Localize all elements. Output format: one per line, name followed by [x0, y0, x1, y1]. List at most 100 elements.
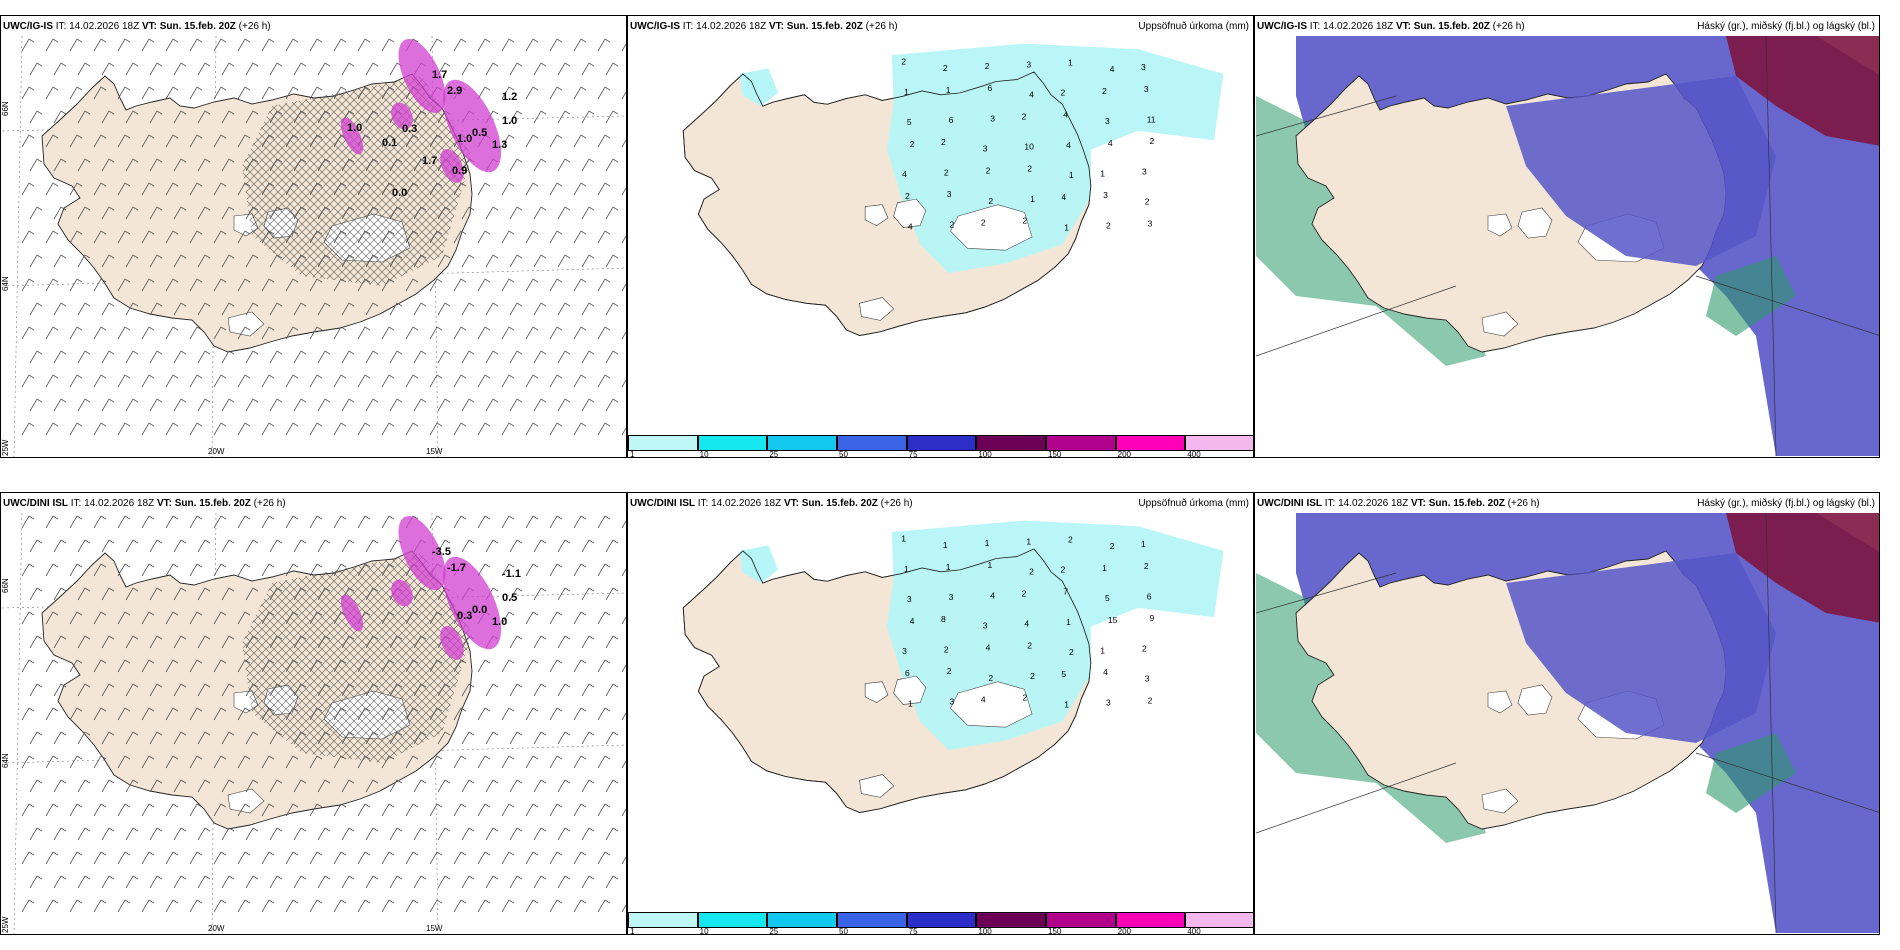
legend-tick: 50 [839, 450, 848, 458]
wind-value: 0.1 [382, 137, 397, 149]
precip-value: 6 [987, 83, 992, 93]
precip-value: 8 [941, 614, 946, 624]
precip-value: 3 [1026, 59, 1031, 69]
precip-value: 2 [1142, 643, 1147, 653]
legend-swatch [1115, 435, 1186, 451]
precip-value: 2 [1029, 567, 1034, 577]
legend-tick: 25 [769, 450, 779, 458]
wind-value: 1.7 [422, 155, 437, 167]
glacier [864, 204, 889, 226]
legend-swatch [906, 435, 977, 451]
precip-value: 3 [1148, 219, 1153, 229]
precip-value: 4 [986, 642, 991, 652]
panel-precip-row1: UWC/IG-IS IT: 14.02.2026 18Z VT: Sun. 15… [627, 15, 1254, 458]
wind-value: 1.0 [502, 115, 517, 127]
precip-value: 4 [990, 590, 995, 600]
iceland-land [682, 71, 1092, 336]
precip-value: 4 [981, 695, 986, 705]
precip-value: 2 [941, 137, 946, 147]
precip-value: 3 [1105, 116, 1110, 126]
pressure-tendency [340, 38, 502, 183]
precip-value: 4 [1108, 138, 1113, 148]
axis-label: 64N [2, 276, 10, 291]
precip-values: 22 2 3 14 31 1 64 2 2 35 6 3 2 43 112 23 10 4 4 24 2 2 21 1 32 32… [901, 56, 1156, 232]
glacier [893, 675, 927, 705]
precip-value: 2 [988, 196, 993, 206]
cloud-map [1256, 36, 1879, 457]
precip-value: 2 [947, 666, 952, 676]
it-label: IT: [1324, 498, 1336, 509]
vt-value: Sun. 15.feb. 20Z [1428, 498, 1505, 509]
precip-value: 1 [901, 533, 906, 543]
precip-value: 5 [1061, 669, 1066, 679]
legend-tick: 75 [908, 927, 918, 935]
precip-value: 4 [1063, 110, 1068, 120]
precip-title: Uppsöfnuð úrkoma (mm) [1138, 498, 1249, 509]
precip-value: 2 [1030, 671, 1035, 681]
legend-tick: 10 [699, 450, 709, 458]
cloud-map [1256, 513, 1879, 934]
precip-value: 15 [1108, 615, 1118, 625]
wind-value: 1.0 [457, 133, 472, 145]
precip-value: 2 [1106, 220, 1111, 230]
panel-cloud-row2: UWC/DINI ISL IT: 14.02.2026 18Z VT: Sun.… [1254, 492, 1880, 935]
vt-value: Sun. 15.feb. 20Z [174, 498, 251, 509]
precip-value: 10 [1024, 142, 1034, 152]
vt-value: Sun. 15.feb. 20Z [159, 21, 236, 32]
precip-value: 1 [1141, 539, 1146, 549]
precip-value: 4 [1066, 140, 1071, 150]
legend-swatch [767, 435, 837, 451]
precip-value: 2 [1023, 216, 1028, 226]
precip-value: 2 [986, 165, 991, 175]
precip-value: 1 [943, 540, 948, 550]
vt-value: Sun. 15.feb. 20Z [786, 21, 863, 32]
panel-wind-row2: UWC/DINI ISL IT: 14.02.2026 18Z VT: Sun.… [0, 492, 627, 935]
legend-tick: 400 [1187, 927, 1201, 935]
wind-map: -3.5 -1.7 -1.1 0.00.3 1.0 0.5 66N 64N 25W 20W 15W [2, 513, 626, 934]
legend-swatch [837, 435, 907, 451]
precip-value: 2 [981, 218, 986, 228]
legend-swatch [976, 912, 1046, 928]
vt-label: VT: [783, 498, 799, 509]
it-label: IT: [70, 498, 82, 509]
model-label: UWC/IG-IS [630, 21, 680, 32]
precip-legend: 1 10 25 50 75 100 150 200 400 [628, 435, 1253, 458]
legend-swatch [697, 912, 768, 928]
precip-value: 6 [1147, 591, 1152, 601]
legend-swatch [837, 912, 907, 928]
panel-header: UWC/IG-IS IT: 14.02.2026 18Z VT: Sun. 15… [630, 21, 898, 32]
precip-value: 2 [950, 219, 955, 229]
wind-value: -1.7 [447, 562, 466, 574]
precip-value: 1 [1064, 222, 1069, 232]
precip-value: 2 [1069, 647, 1074, 657]
legend-tick: 400 [1187, 450, 1201, 458]
it-value: 14.02.2026 18Z [711, 498, 782, 509]
legend-swatch [767, 912, 837, 928]
precip-value: 2 [1110, 541, 1115, 551]
wind-value: 0.3 [402, 123, 417, 135]
it-label: IT: [682, 21, 694, 32]
it-label: IT: [55, 21, 67, 32]
precip-value: 1 [1100, 168, 1105, 178]
precip-value: 1 [987, 560, 992, 570]
precip-value: 3 [1145, 674, 1150, 684]
precip-value: 3 [902, 646, 907, 656]
precip-value: 4 [1061, 192, 1066, 202]
glacier [1517, 684, 1553, 716]
lead-time: (+26 h) [1492, 21, 1525, 32]
panel-header: UWC/DINI ISL IT: 14.02.2026 18Z VT: Sun.… [3, 498, 286, 509]
panel-cloud-row1: UWC/IG-IS IT: 14.02.2026 18Z VT: Sun. 15… [1254, 15, 1880, 458]
wind-value: 0.5 [472, 127, 487, 139]
glacier [227, 311, 265, 337]
cloud-graticule [1256, 513, 1879, 934]
it-label: IT: [1309, 21, 1321, 32]
precip-value: 3 [949, 592, 954, 602]
legend-tick: 1 [630, 450, 635, 458]
precip-value: 5 [907, 117, 912, 127]
axis-label: 15W [426, 924, 443, 933]
wind-value: 1.0 [347, 122, 362, 134]
wind-value: 0.0 [392, 187, 407, 199]
precip-value: 2 [1068, 534, 1073, 544]
precip-value: 2 [1060, 565, 1065, 575]
precip-value: 3 [1141, 62, 1146, 72]
